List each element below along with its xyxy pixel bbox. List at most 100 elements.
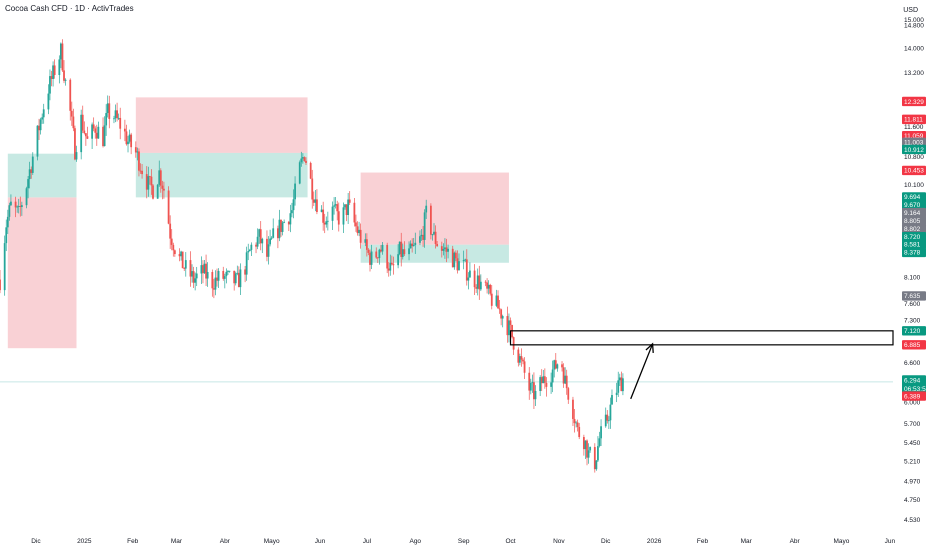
candle-body (47, 93, 50, 110)
price-axis-label: 13.200 (904, 70, 924, 77)
candle-body (337, 211, 340, 225)
candle-body (347, 199, 350, 216)
candle-body (387, 268, 390, 271)
candle-body (192, 271, 195, 283)
candle-body (479, 281, 482, 290)
candle-body (412, 245, 415, 247)
candle-body (223, 276, 226, 279)
candle-body (386, 244, 389, 269)
price-tag-label: 11.003 (904, 140, 924, 147)
candle-body (212, 288, 215, 290)
candle-body (272, 228, 275, 238)
candle-body (495, 295, 498, 306)
candle-body (183, 268, 186, 269)
candle-body (245, 252, 248, 275)
candle-body (255, 244, 257, 247)
candle-body (20, 205, 23, 207)
time-axis-label: Nov (553, 538, 565, 545)
candle-body (447, 248, 449, 252)
price-axis-label: 14.800 (904, 22, 924, 29)
candle-body (540, 377, 543, 384)
candle-body (312, 199, 315, 203)
candle-body (108, 103, 111, 119)
candle-body (75, 152, 78, 160)
candle-body (36, 125, 39, 157)
candle-body (423, 212, 426, 240)
candle-body (595, 460, 598, 470)
candle-body (348, 199, 351, 203)
candle-body (130, 134, 133, 148)
price-tag-bg (902, 207, 926, 218)
price-axis-label: 14.000 (904, 46, 924, 53)
candle-body (91, 124, 94, 139)
candle-body (411, 243, 414, 247)
candle-body (326, 220, 329, 222)
candle-body (31, 156, 34, 173)
candle-body (86, 136, 89, 139)
price-tag-bg (902, 375, 926, 394)
candle-body (314, 199, 317, 203)
candle-body (486, 282, 488, 289)
candle-body (303, 157, 306, 161)
candle-body (420, 234, 423, 237)
candle-body (353, 202, 356, 223)
candle-body (309, 162, 312, 179)
candle-body (431, 234, 434, 236)
candle-body (38, 125, 40, 131)
candle-body (167, 190, 170, 224)
candle-body (92, 124, 95, 129)
price-tag-bg (902, 340, 926, 350)
candle-body (194, 278, 197, 283)
candle-body (52, 65, 54, 79)
candle-body (356, 226, 359, 234)
candle-body (191, 271, 193, 277)
time-axis-label: 2026 (647, 538, 662, 545)
candle-body (205, 263, 207, 279)
price-tag-bg (902, 247, 926, 258)
candle-body (173, 250, 176, 255)
candle-body (228, 270, 231, 272)
price-tag-label: 9.694 (904, 194, 921, 201)
price-axis-label: 4.530 (904, 517, 921, 524)
candle-body (289, 213, 292, 225)
candles-layer (0, 39, 624, 473)
price-tag: 9.694 (902, 192, 926, 202)
price-tag: 6.389 (902, 391, 926, 401)
time-axis-label: Oct (505, 538, 515, 545)
candle-body (611, 395, 613, 405)
price-tag: 9.670 (902, 199, 926, 210)
candle-body (28, 169, 31, 180)
candle-body (41, 117, 44, 120)
price-tag-label: 10.453 (904, 168, 924, 175)
candle-body (389, 262, 392, 271)
price-axis[interactable]: 15.00014.80014.00013.20012.40011.60010.8… (902, 17, 930, 524)
candle-body (620, 377, 623, 392)
currency-label[interactable]: USD (903, 7, 918, 14)
time-axis-label: Ago (409, 538, 421, 545)
candle-body (523, 361, 526, 373)
candle-body (476, 275, 479, 289)
time-axis-label: Dic (601, 538, 611, 545)
candle-body (359, 229, 362, 243)
price-axis-label: 5.210 (904, 459, 921, 466)
candle-body (216, 277, 218, 281)
candle-body (195, 273, 198, 279)
price-tag-label: 6.885 (904, 342, 921, 349)
time-axis[interactable]: Dic 2025 Feb Mar Abr Mayo Jun Jul Ago Sep Oct Nov Di… (31, 538, 895, 545)
candle-body (600, 426, 602, 439)
candle-body (163, 188, 165, 191)
candle-body (156, 184, 159, 199)
candle-body (259, 229, 262, 244)
candle-body (367, 249, 370, 253)
candle-body (138, 151, 140, 171)
price-axis-label: 8.100 (904, 274, 921, 281)
candle-body (261, 238, 264, 244)
time-axis-label: Jul (363, 538, 372, 545)
time-axis-label: Feb (127, 538, 139, 545)
candle-body (159, 170, 162, 186)
price-tag-label: 9.164 (904, 210, 921, 217)
price-tag-bg (902, 215, 926, 226)
candle-body (97, 126, 100, 139)
candle-body (489, 284, 492, 294)
